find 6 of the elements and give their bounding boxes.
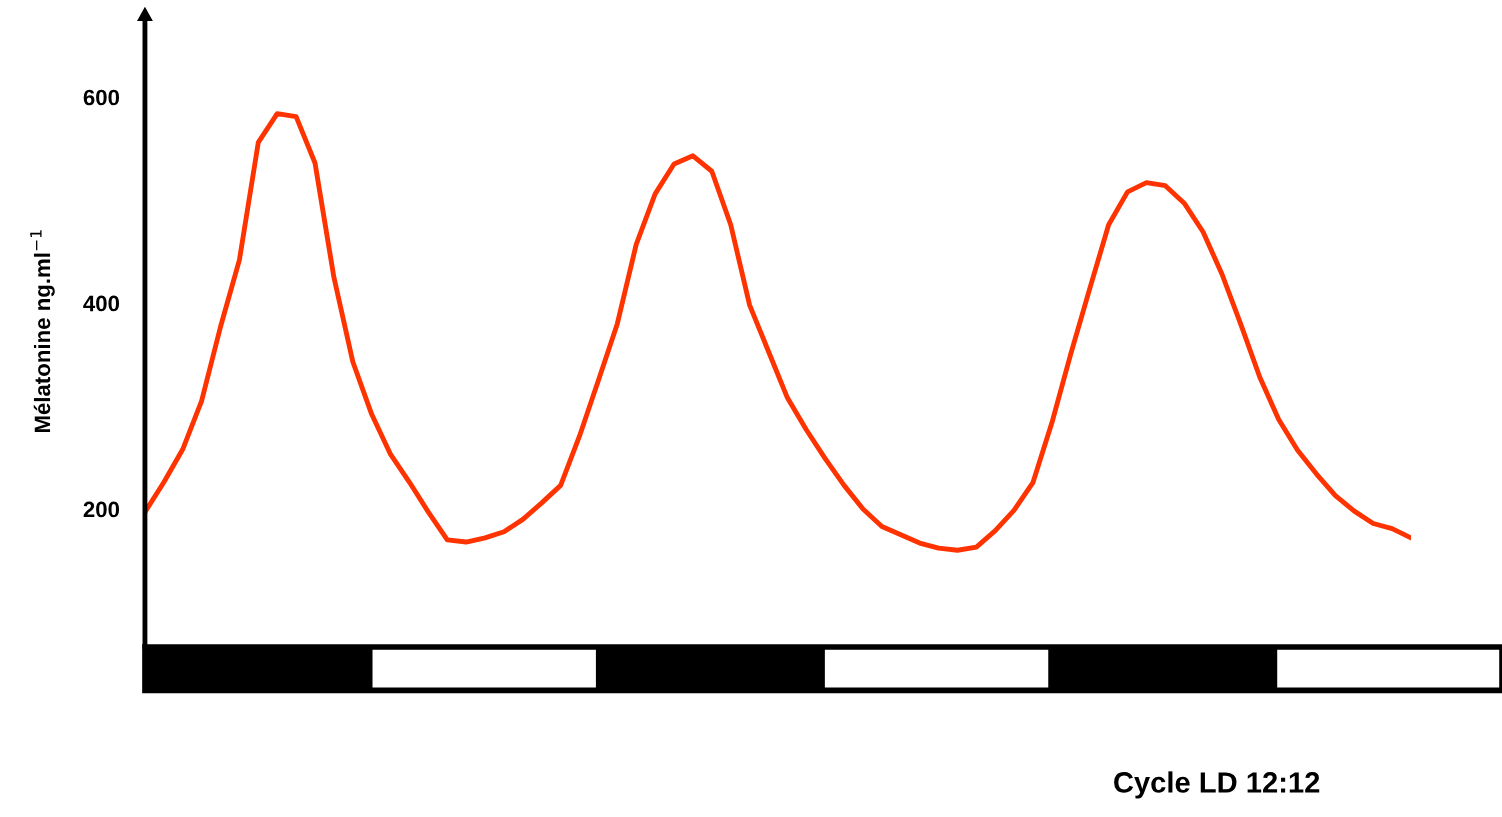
y-tick-label: 200: [83, 501, 120, 518]
line-series: [144, 111, 1411, 553]
x-axis-title: Cycle LD 12:12: [1114, 771, 1320, 799]
y-axis-title: Mélatonine ng.ml$^{−1}$: [30, 230, 55, 433]
y-tick-label: 600: [83, 89, 120, 106]
y-tick-label: 400: [83, 295, 120, 312]
